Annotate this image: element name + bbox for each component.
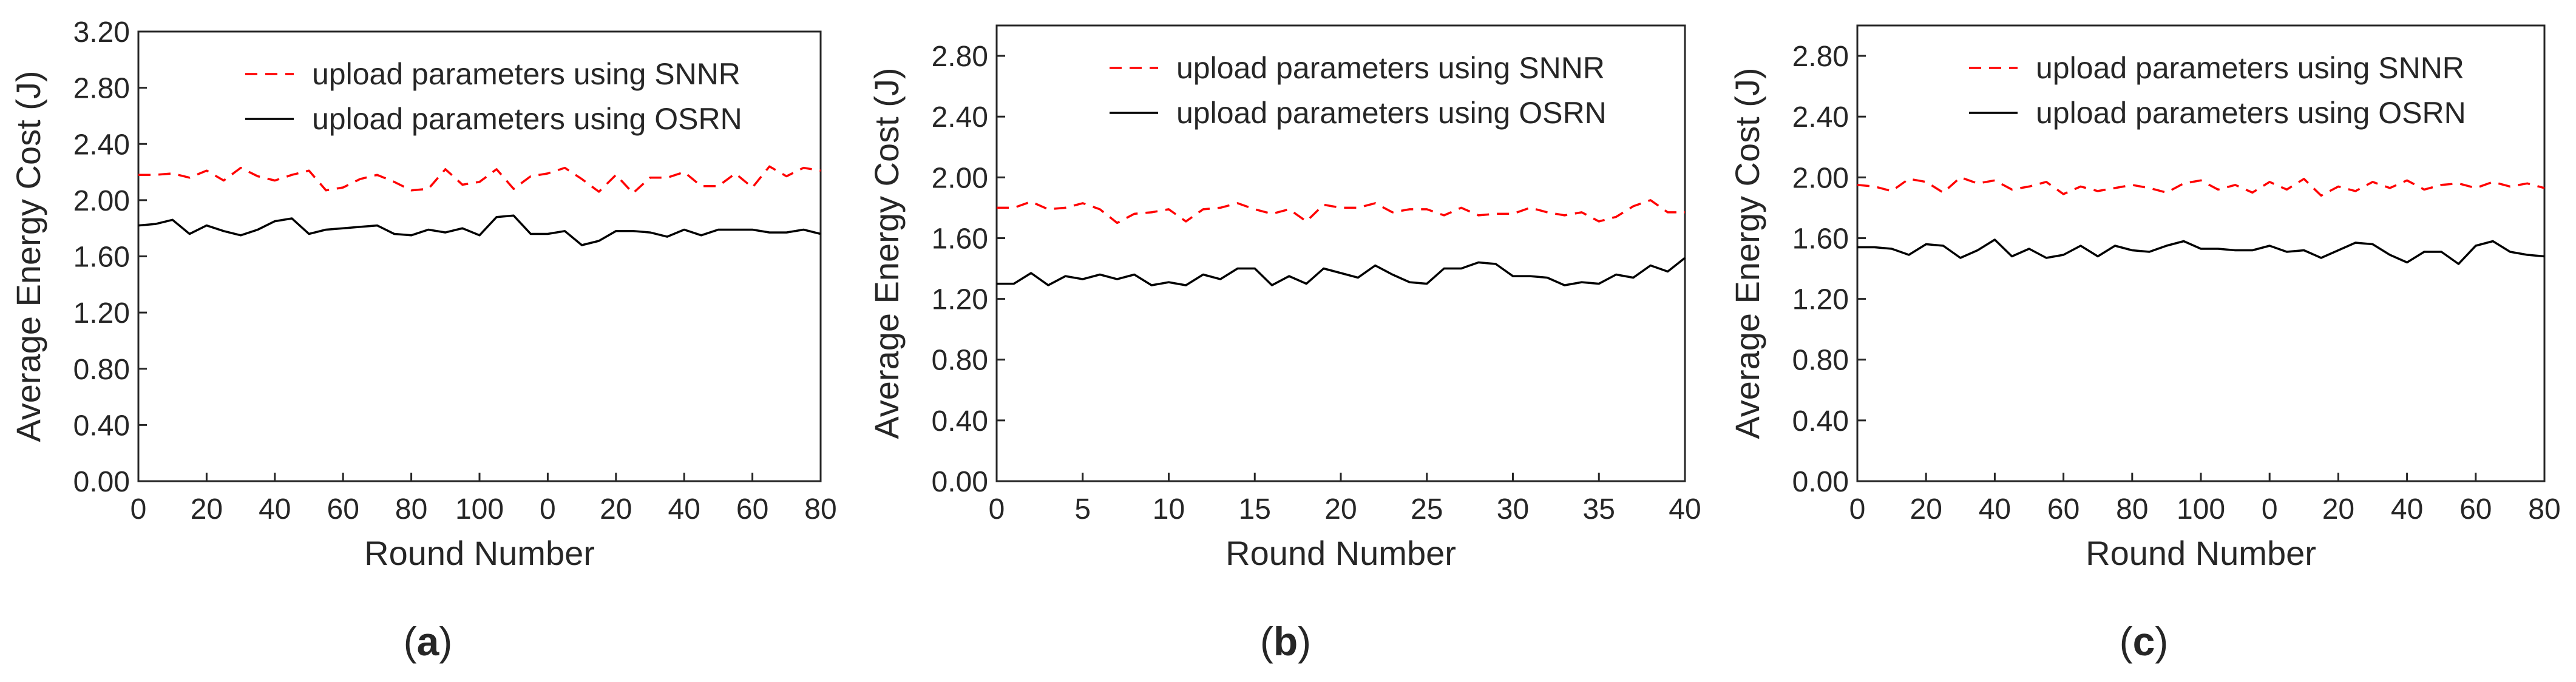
- x-tick-label-c-10: 80: [2528, 493, 2560, 525]
- x-tick-label-a-6: 0: [540, 493, 556, 525]
- y-tick-label-c-3: 1.20: [1792, 284, 1849, 316]
- series-line-a-osrn: [138, 214, 821, 246]
- x-tick-label-b-2: 10: [1153, 493, 1185, 525]
- x-tick-label-c-3: 60: [2047, 493, 2079, 525]
- x-tick-label-a-0: 0: [130, 493, 147, 525]
- series-line-b-snnr: [997, 199, 1685, 225]
- x-axis-label-b: Round Number: [1225, 534, 1456, 572]
- y-tick-label-b-6: 2.40: [932, 101, 988, 133]
- legend-label-a-0: upload parameters using SNNR: [312, 57, 741, 91]
- y-tick-label-b-7: 2.80: [932, 41, 988, 73]
- caption-b: (b): [1260, 619, 1311, 664]
- legend-label-b-1: upload parameters using OSRN: [1176, 96, 1607, 130]
- y-tick-label-a-6: 2.40: [73, 129, 130, 161]
- x-tick-label-b-6: 30: [1497, 493, 1529, 525]
- chart-panel-b: 0.00 0.40 0.80 1.20 1.60 2.00 2.40 2.80 0 5 10 15 20…: [867, 24, 1701, 572]
- x-tick-label-c-1: 20: [1910, 493, 1942, 525]
- x-tick-label-c-0: 0: [1849, 493, 1866, 525]
- y-tick-label-b-2: 0.80: [932, 345, 988, 377]
- x-tick-label-c-8: 40: [2391, 493, 2423, 525]
- caption-c: (c): [2120, 619, 2169, 664]
- y-tick-label-a-1: 0.40: [73, 410, 130, 442]
- y-tick-label-b-3: 1.20: [932, 284, 988, 316]
- y-tick-label-c-5: 2.00: [1792, 162, 1849, 194]
- x-tick-label-a-8: 40: [668, 493, 700, 525]
- legend-label-a-1: upload parameters using OSRN: [312, 102, 742, 136]
- x-axis-label-c: Round Number: [2086, 534, 2316, 572]
- caption-c-letter: c: [2133, 619, 2155, 664]
- y-tick-label-a-8: 3.20: [73, 16, 130, 49]
- x-tick-label-c-6: 0: [2262, 493, 2278, 525]
- chart-panel-c: 0.00 0.40 0.80 1.20 1.60 2.00 2.40 2.80 0 20 40 60 8…: [1728, 24, 2561, 572]
- x-tick-label-c-4: 80: [2116, 493, 2148, 525]
- caption-a: (a): [404, 619, 453, 664]
- x-tick-label-a-5: 100: [455, 493, 504, 525]
- x-tick-label-b-3: 15: [1239, 493, 1271, 525]
- y-tick-label-a-3: 1.20: [73, 297, 130, 329]
- x-tick-label-a-4: 80: [395, 493, 427, 525]
- plot-area-a: [137, 30, 822, 482]
- x-tick-label-a-3: 60: [327, 493, 359, 525]
- chart-panel-a: 0.00 0.40 0.80 1.20 1.60 2.00 2.40 2.80 3.20 0 20 4…: [9, 16, 837, 572]
- y-axis-label-c: Average Energy Cost (J): [1728, 67, 1766, 439]
- y-tick-label-b-0: 0.00: [932, 466, 988, 498]
- caption-b-letter: b: [1273, 619, 1298, 664]
- x-tick-label-b-4: 20: [1324, 493, 1357, 525]
- y-tick-label-a-5: 2.00: [73, 185, 130, 217]
- y-tick-label-c-2: 0.80: [1792, 345, 1849, 377]
- legend-label-b-0: upload parameters using SNNR: [1176, 51, 1605, 85]
- x-tick-label-a-7: 20: [600, 493, 632, 525]
- x-tick-label-c-9: 60: [2459, 493, 2492, 525]
- y-tick-label-b-5: 2.00: [932, 162, 988, 194]
- x-tick-label-b-1: 5: [1074, 493, 1091, 525]
- y-tick-label-b-4: 1.60: [932, 223, 988, 255]
- y-tick-label-c-1: 0.40: [1792, 405, 1849, 437]
- x-tick-label-a-1: 20: [191, 493, 223, 525]
- plot-area-b: [995, 24, 1686, 482]
- y-tick-label-c-6: 2.40: [1792, 101, 1849, 133]
- plot-area-c: [1856, 24, 2546, 482]
- x-tick-label-a-10: 80: [804, 493, 836, 525]
- caption-a-letter: a: [417, 619, 440, 664]
- series-line-b-osrn: [997, 257, 1686, 286]
- y-tick-label-a-0: 0.00: [73, 466, 130, 498]
- x-axis-label-a: Round Number: [364, 534, 595, 572]
- x-tick-label-b-8: 40: [1669, 493, 1701, 525]
- x-tick-label-a-9: 60: [736, 493, 768, 525]
- y-tick-label-c-7: 2.80: [1792, 41, 1849, 73]
- y-tick-label-c-4: 1.60: [1792, 223, 1849, 255]
- legend-label-c-1: upload parameters using OSRN: [2036, 96, 2466, 130]
- series-line-c-snnr: [1857, 176, 2545, 197]
- y-tick-label-a-2: 0.80: [73, 354, 130, 386]
- y-tick-label-a-7: 2.80: [73, 73, 130, 105]
- y-axis-label-a: Average Energy Cost (J): [9, 70, 47, 442]
- y-axis-label-b: Average Energy Cost (J): [867, 67, 906, 439]
- series-line-a-snnr: [138, 165, 821, 195]
- y-tick-label-b-1: 0.40: [932, 405, 988, 437]
- x-tick-label-b-5: 25: [1411, 493, 1443, 525]
- y-tick-label-a-4: 1.60: [73, 241, 130, 274]
- y-tick-label-c-0: 0.00: [1792, 466, 1849, 498]
- x-tick-label-a-2: 40: [259, 493, 291, 525]
- x-tick-label-c-5: 100: [2177, 493, 2225, 525]
- x-tick-label-c-7: 20: [2322, 493, 2354, 525]
- x-tick-label-b-0: 0: [989, 493, 1005, 525]
- legend-label-c-0: upload parameters using SNNR: [2036, 51, 2464, 85]
- x-tick-label-b-7: 35: [1583, 493, 1615, 525]
- series-line-c-osrn: [1857, 238, 2545, 265]
- x-tick-label-c-2: 40: [1979, 493, 2011, 525]
